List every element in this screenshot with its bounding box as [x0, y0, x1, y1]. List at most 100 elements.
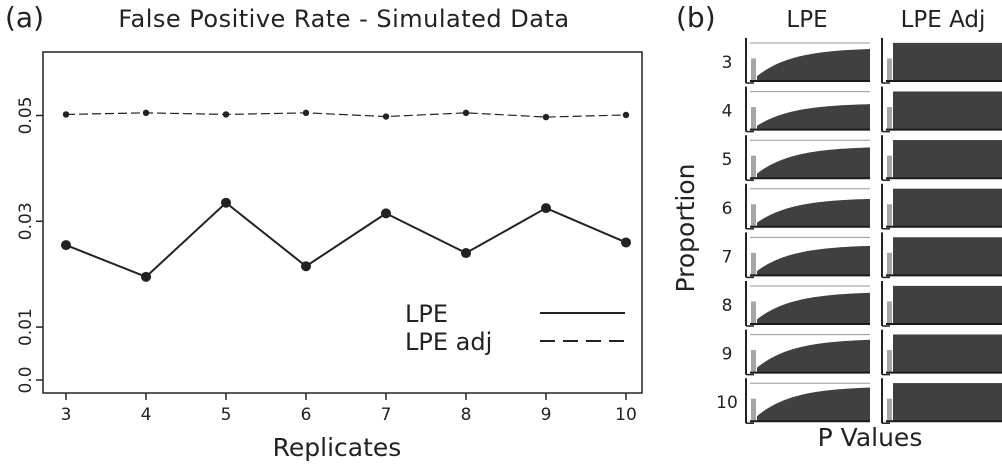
- lpe-cell: [745, 135, 870, 181]
- data-point-lpe-adj: [622, 111, 630, 119]
- data-point-lpe-adj: [382, 113, 390, 120]
- data-point-lpe: [301, 261, 311, 272]
- x-axis-title-p-values: P Values: [818, 423, 923, 452]
- legend-label-lpe: LPE: [405, 300, 448, 328]
- panel-a: (a) False Positive Rate - Simulated Data…: [5, 1, 643, 462]
- series-layer: [61, 109, 631, 282]
- cumulative-area: [757, 104, 870, 130]
- panel-a-label: (a): [5, 1, 44, 34]
- x-tick-label: 8: [461, 405, 472, 425]
- cumulative-area: [893, 285, 1002, 324]
- lpe-adj-cell: [881, 183, 1002, 230]
- y-tick-label: 0.03: [16, 202, 36, 240]
- cumulative-area: [757, 198, 870, 227]
- lpe-adj-cell: [881, 86, 1002, 133]
- data-point-lpe-adj: [62, 111, 70, 118]
- x-tick-label: 5: [221, 405, 232, 425]
- reference-bar: [887, 204, 892, 227]
- plot-frame: [42, 51, 643, 394]
- lpe-adj-cell: [881, 232, 1002, 279]
- cumulative-area: [757, 292, 870, 324]
- data-point-lpe-adj: [222, 111, 230, 118]
- legend-label-lpe-adj: LPE adj: [405, 328, 492, 356]
- cumulative-area: [893, 383, 1002, 422]
- cumulative-area: [893, 140, 1002, 179]
- x-axis-title: Replicates: [273, 433, 402, 462]
- data-point-lpe: [221, 197, 231, 208]
- reference-bar: [887, 58, 892, 81]
- lpe-cell: [745, 38, 870, 84]
- lpe-cell: [745, 183, 870, 230]
- row-label: 3: [722, 53, 733, 73]
- cumulative-area: [893, 91, 1002, 130]
- row-label: 10: [716, 393, 738, 413]
- data-point-lpe-adj: [142, 109, 150, 117]
- y-axis: 0.0 0.01 0.03 0.05: [16, 97, 43, 394]
- row-label: 6: [722, 199, 733, 219]
- reference-bar: [751, 301, 756, 324]
- y-tick-label: 0.0: [16, 366, 36, 393]
- reference-bar: [751, 398, 756, 422]
- column-header-lpe: LPE: [786, 7, 827, 33]
- lpe-cell: [745, 232, 870, 279]
- cumulative-area: [757, 245, 870, 276]
- x-tick-label: 4: [141, 405, 152, 425]
- small-multiples-grid: 3 4 5 6 7 8 9 10: [716, 38, 1002, 424]
- reference-bar: [751, 58, 756, 81]
- lpe-cell: [745, 329, 870, 376]
- lpe-adj-cell: [881, 378, 1002, 424]
- data-point-lpe: [141, 271, 151, 282]
- row-label: 7: [722, 247, 733, 267]
- data-point-lpe-adj: [302, 109, 310, 117]
- reference-bar: [751, 350, 756, 373]
- reference-bar: [751, 155, 756, 179]
- cumulative-area: [757, 387, 870, 422]
- lpe-cell: [745, 378, 870, 424]
- lpe-cell: [745, 281, 870, 327]
- cumulative-area: [893, 334, 1002, 373]
- data-point-lpe-adj: [542, 113, 550, 121]
- data-point-lpe: [461, 248, 471, 259]
- legend: LPE LPE adj: [405, 300, 625, 356]
- x-tick-label: 7: [381, 405, 392, 425]
- x-axis: 3 4 5 6 7 8 9 10: [61, 393, 637, 425]
- y-tick-label: 0.05: [16, 97, 36, 135]
- cumulative-area: [893, 42, 1002, 81]
- cumulative-area: [893, 188, 1002, 227]
- reference-bar: [887, 252, 892, 276]
- lpe-cell: [745, 86, 870, 133]
- y-axis-title-proportion: Proportion: [671, 164, 700, 293]
- cumulative-area: [757, 49, 870, 81]
- column-header-lpe-adj: LPE Adj: [901, 7, 986, 33]
- series-line-lpe: [65, 201, 627, 279]
- reference-bar: [887, 301, 892, 324]
- row-label: 5: [722, 150, 733, 170]
- cumulative-area: [893, 237, 1002, 276]
- series-line-lpe-adj: [65, 112, 627, 118]
- panel-b-label: (b): [676, 1, 716, 34]
- reference-bar: [751, 204, 756, 227]
- cumulative-area: [757, 339, 870, 373]
- panel-b: (b) LPE LPE Adj Proportion P Values 3 4 5 6…: [671, 1, 1002, 452]
- y-tick-label: 0.01: [16, 308, 36, 346]
- reference-bar: [887, 350, 892, 373]
- chart-title: False Positive Rate - Simulated Data: [118, 5, 569, 33]
- lpe-adj-cell: [881, 281, 1002, 327]
- row-label: 8: [722, 296, 733, 316]
- reference-bar: [887, 155, 892, 179]
- data-point-lpe-adj: [462, 109, 470, 117]
- x-tick-label: 3: [61, 405, 72, 425]
- row-label: 4: [722, 102, 733, 122]
- x-tick-label: 10: [615, 405, 637, 425]
- reference-bar: [887, 107, 892, 130]
- row-label: 9: [722, 345, 733, 365]
- data-point-lpe: [381, 208, 391, 219]
- reference-bar: [887, 398, 892, 422]
- data-point-lpe: [621, 237, 631, 248]
- data-point-lpe: [541, 203, 551, 214]
- lpe-adj-cell: [881, 135, 1002, 181]
- x-tick-label: 6: [301, 405, 312, 425]
- x-tick-label: 9: [541, 405, 552, 425]
- reference-bar: [751, 107, 756, 130]
